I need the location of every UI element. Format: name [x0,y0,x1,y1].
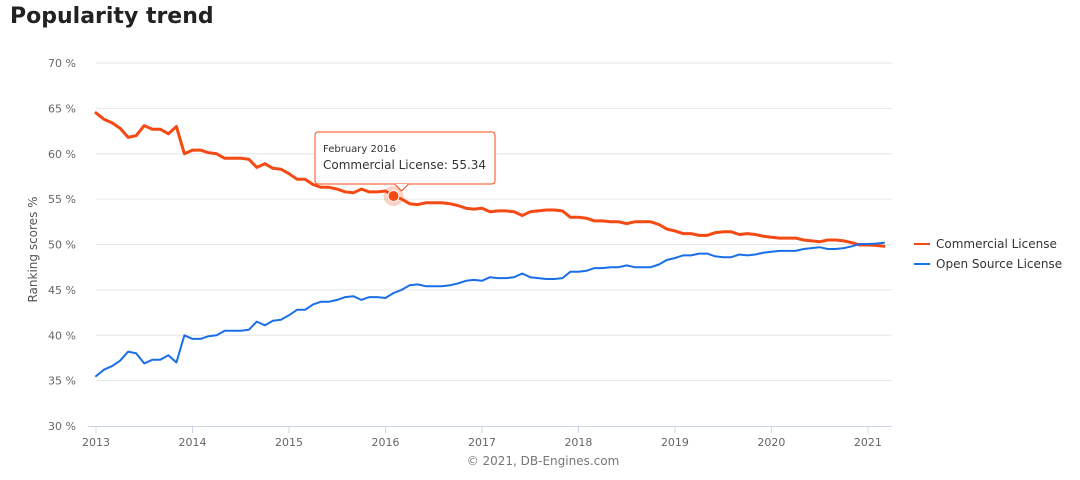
x-tick-label: 2016 [371,436,399,449]
x-axis-ticks: 2013 2014 2015 2016 2017 2018 2019 2020 2021 [82,426,882,449]
y-tick-label: 55 % [48,193,76,206]
x-tick-label: 2020 [757,436,785,449]
tooltip-value: Commercial License: 55.34 [323,158,486,172]
x-tick-label: 2014 [178,436,206,449]
tooltip-marker [387,190,400,203]
x-tick-label: 2017 [468,436,496,449]
y-tick-label: 40 % [48,329,76,342]
x-tick-label: 2015 [275,436,303,449]
y-axis-label: Ranking scores % [26,196,40,302]
x-tick-label: 2021 [854,436,882,449]
legend-item-open-source-license[interactable]: Open Source License [914,257,1062,271]
page-title: Popularity trend [10,4,214,29]
y-tick-label: 30 % [48,420,76,433]
y-tick-label: 35 % [48,375,76,388]
y-tick-label: 65 % [48,102,76,115]
tooltip: February 2016 Commercial License: 55.34 [314,131,496,207]
x-tick-label: 2018 [564,436,592,449]
legend-item-commercial-license[interactable]: Commercial License [914,237,1057,251]
series-lines [94,111,886,378]
chart-credits[interactable]: © 2021, DB-Engines.com [467,454,620,468]
tooltip-date: February 2016 [323,144,396,155]
x-tick-label: 2019 [661,436,689,449]
legend-label: Open Source License [936,257,1062,271]
y-axis-ticks: 30 % 35 % 40 % 45 % 50 % 55 % 60 % 65 % 70 % [48,57,76,433]
y-tick-label: 60 % [48,148,76,161]
series-line-commercial-license[interactable] [94,111,886,248]
x-tick-label: 2013 [82,436,110,449]
legend-label: Commercial License [936,237,1057,251]
y-tick-label: 70 % [48,57,76,70]
grid-lines [96,62,892,382]
y-tick-label: 50 % [48,239,76,252]
y-tick-label: 45 % [48,284,76,297]
legend: Commercial License Open Source License [914,237,1062,271]
series-line-open-source-license[interactable] [95,241,885,378]
tooltip-arrow [394,183,409,192]
